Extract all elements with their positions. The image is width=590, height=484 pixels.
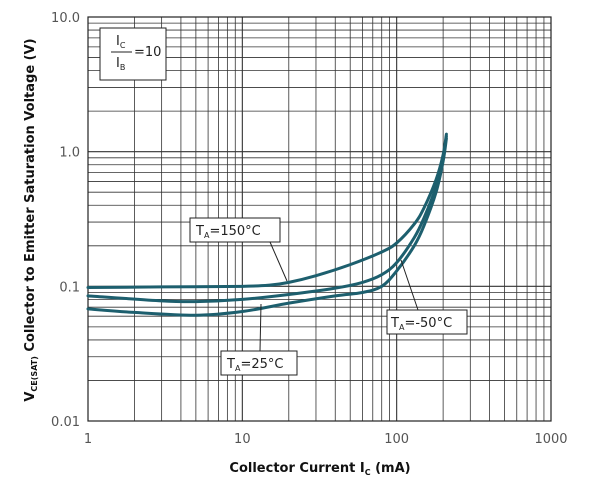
x-tick-label: 10	[234, 432, 251, 447]
x-axis-title: Collector Current IC (mA)	[229, 461, 410, 477]
tick-labels: 1 10 100 1000 0.01 0.1 1.0 10.0	[51, 11, 568, 447]
series-line-0	[86, 132, 448, 290]
series-line-1	[86, 134, 448, 304]
svg-text:IC: IC	[116, 34, 126, 50]
series-line-2	[86, 137, 448, 317]
y-tick-label: 10.0	[51, 11, 80, 26]
label-minus50-sub: A	[399, 323, 405, 332]
label-25-value: =25°C	[240, 357, 283, 372]
x-tick-label: 1	[84, 432, 92, 447]
label-25: TA=25°C	[220, 303, 298, 376]
condition-num-sub: C	[120, 41, 126, 50]
label-150: TA=150°C	[189, 217, 288, 282]
x-tick-label: 100	[384, 432, 409, 447]
plot-frame	[87, 16, 552, 422]
label-25-sub: A	[235, 364, 241, 373]
svg-text:TA=150°C: TA=150°C	[195, 224, 261, 240]
label-minus50-value: =-50°C	[404, 316, 452, 331]
series-group	[86, 132, 448, 317]
condition-num: I	[116, 34, 120, 49]
condition-den-sub: B	[120, 63, 126, 72]
svg-text:IB: IB	[116, 56, 125, 72]
label-minus50: TA=-50°C	[386, 259, 468, 335]
grid	[88, 17, 551, 421]
svg-text:TA=-50°C: TA=-50°C	[390, 316, 452, 332]
y-tick-label: 0.1	[59, 280, 80, 295]
y-tick-label: 0.01	[51, 415, 80, 430]
condition-den: I	[116, 56, 120, 71]
label-25-main: T	[226, 357, 235, 372]
y-axis-title: VCE(SAT) Collector to Emitter Saturation…	[23, 38, 39, 401]
condition-box: IC IB =10	[99, 27, 167, 81]
label-150-sub: A	[204, 231, 210, 240]
svg-text:TA=25°C: TA=25°C	[226, 357, 283, 373]
y-tick-label: 1.0	[59, 146, 80, 161]
label-150-main: T	[195, 224, 204, 239]
label-150-value: =150°C	[209, 224, 260, 239]
condition-value: =10	[134, 45, 161, 60]
x-tick-label: 1000	[534, 432, 567, 447]
label-minus50-main: T	[390, 316, 399, 331]
